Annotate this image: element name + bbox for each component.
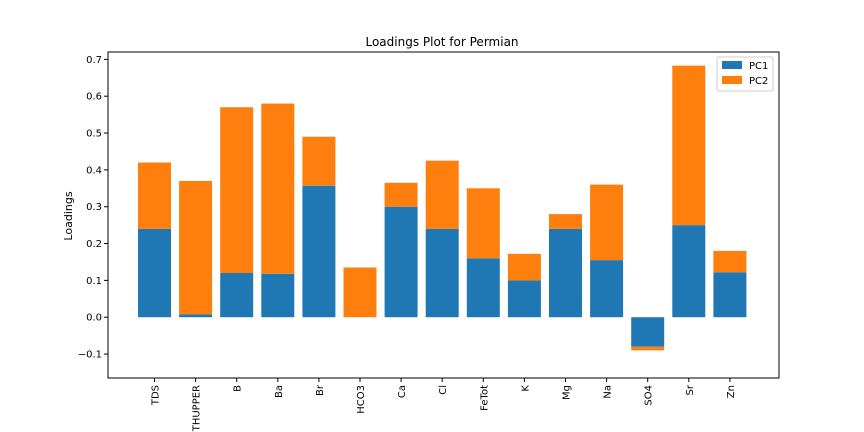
- chart-title: Loadings Plot for Permian: [365, 35, 518, 49]
- bar-pc1-fetot: [466, 258, 500, 318]
- y-tick-label: 0.2: [86, 239, 102, 250]
- bar-pc1-ca: [384, 206, 418, 318]
- bar-pc2-thupper: [179, 180, 213, 315]
- bar-pc2-tds: [138, 162, 171, 229]
- x-tick-label-k: K: [520, 385, 531, 392]
- legend-swatch-pc1: [722, 61, 742, 69]
- bar-pc1-cl: [425, 228, 459, 318]
- bar-pc2-k: [507, 253, 541, 281]
- bar-pc2-br: [302, 136, 336, 186]
- bar-pc1-b: [220, 273, 254, 318]
- x-tick-label-sr: Sr: [685, 384, 696, 395]
- x-tick-label-ba: Ba: [274, 385, 285, 398]
- y-tick-label: 0.6: [86, 92, 102, 103]
- x-tick-label-na: Na: [603, 385, 614, 399]
- bar-pc1-zn: [713, 272, 747, 318]
- bar-pc1-so4: [631, 317, 665, 347]
- x-tick-label-tds: TDS: [151, 385, 162, 406]
- bar-pc2-mg: [549, 214, 582, 229]
- bar-pc2-b: [220, 107, 254, 274]
- y-tick-label: 0.1: [86, 276, 102, 287]
- x-tick-label-zn: Zn: [726, 385, 737, 398]
- x-tick-label-thupper: THUPPER: [192, 385, 203, 432]
- y-tick-label: 0.0: [86, 313, 102, 324]
- bar-pc2-ca: [384, 182, 418, 207]
- bar-pc1-mg: [549, 228, 582, 318]
- y-tick-label: 0.3: [86, 202, 102, 213]
- x-tick-label-mg: Mg: [562, 385, 573, 400]
- bar-pc1-br: [302, 185, 336, 318]
- plot-frame: [107, 51, 780, 379]
- y-axis-ticks: −0.1 0.0 0.1 0.2 0.3 0.4 0.5 0.6 0.7: [78, 55, 108, 361]
- bars-group: [138, 65, 747, 351]
- bar-pc2-zn: [713, 250, 747, 273]
- bar-pc1-thupper: [179, 314, 213, 318]
- bar-pc1-na: [590, 260, 624, 318]
- bar-pc2-ba: [261, 103, 295, 274]
- legend-label-pc2: PC2: [749, 76, 768, 87]
- bar-pc2-hco3: [343, 267, 377, 318]
- x-axis-ticks: TDS THUPPER B Ba Br HCO3 Ca Cl FeTot K Mg Na SO4 Sr Zn: [151, 378, 737, 432]
- bar-pc1-tds: [138, 228, 171, 318]
- y-tick-label: 0.4: [86, 165, 102, 176]
- x-tick-label-br: Br: [315, 384, 326, 396]
- bar-pc2-fetot: [466, 188, 500, 259]
- bar-pc2-na: [590, 184, 624, 261]
- bar-pc1-k: [507, 280, 541, 318]
- bar-pc1-ba: [261, 273, 295, 318]
- legend-label-pc1: PC1: [749, 61, 768, 72]
- x-tick-label-hco3: HCO3: [356, 385, 367, 414]
- x-tick-label-b: B: [233, 385, 244, 392]
- y-axis-title: Loadings: [62, 191, 75, 240]
- x-tick-label-ca: Ca: [397, 385, 408, 398]
- legend: PC1 PC2: [716, 56, 774, 92]
- bar-pc1-sr: [672, 225, 706, 318]
- y-tick-label: 0.7: [86, 55, 102, 66]
- x-tick-label-so4: SO4: [644, 385, 655, 406]
- x-tick-label-fetot: FeTot: [479, 385, 490, 411]
- bar-pc2-so4: [631, 346, 665, 351]
- y-tick-label: 0.5: [86, 129, 102, 140]
- bar-pc2-cl: [425, 160, 459, 229]
- y-tick-label: −0.1: [78, 350, 102, 361]
- legend-swatch-pc2: [722, 76, 742, 84]
- bar-pc2-sr: [672, 65, 706, 226]
- x-tick-label-cl: Cl: [438, 385, 449, 395]
